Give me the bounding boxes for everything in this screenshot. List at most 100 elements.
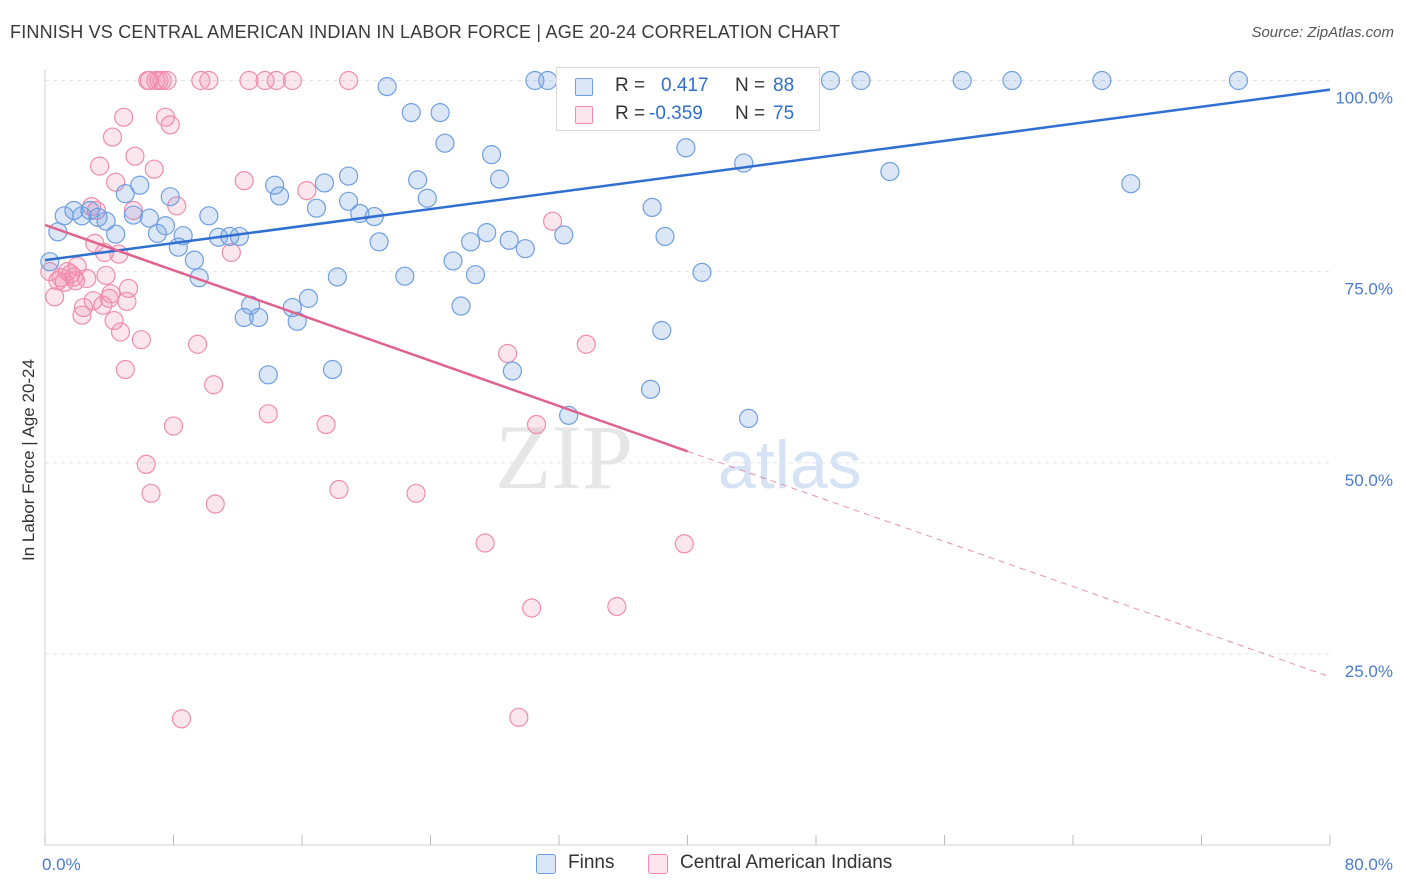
finns-point [314, 173, 335, 193]
finns-point [820, 70, 841, 91]
cai-point [73, 297, 94, 318]
finns-point [298, 288, 319, 308]
finns-n-value: 88 [773, 75, 795, 96]
legend-row-cai: R = -0.359 N = 75 [557, 102, 819, 130]
finns-point [465, 265, 486, 285]
finns-point [147, 223, 168, 243]
cai-point [576, 334, 596, 354]
finns-point [258, 365, 278, 385]
cai-point [72, 305, 92, 325]
finns-point [106, 224, 126, 244]
cai-point [674, 534, 694, 554]
finns-r-value: 0.417 [661, 75, 709, 96]
cai-r-value: -0.359 [649, 103, 703, 124]
finns-point [640, 379, 661, 399]
cai-point [115, 359, 135, 380]
finns-point [401, 103, 421, 123]
x-tick-label: 0.0% [42, 855, 81, 874]
finns-point [369, 232, 389, 252]
finns-point [338, 191, 359, 211]
axes [44, 70, 1331, 846]
cai-legend-label: Central American Indians [680, 852, 893, 873]
finns-point [738, 408, 759, 429]
y-tick-label: 75.0% [1345, 280, 1393, 299]
finns-point [184, 250, 204, 270]
finns-point [1121, 174, 1141, 194]
trend-lines [44, 88, 1331, 678]
finns-point [652, 320, 672, 341]
finns-point [499, 230, 519, 250]
cai-point [522, 598, 542, 618]
cai-point [205, 494, 225, 514]
finns-point [377, 77, 397, 97]
finns-point [515, 239, 535, 259]
chart-title: FINNISH VS CENTRAL AMERICAN INDIAN IN LA… [10, 22, 841, 42]
cai-trend-line [44, 223, 688, 453]
cai-point [90, 156, 110, 176]
cai-point [101, 284, 121, 304]
finns-point [481, 145, 502, 165]
finns-point [430, 103, 450, 123]
cai-point [498, 343, 518, 364]
watermark-atlas: atlas [718, 427, 862, 503]
cai-point [136, 454, 156, 474]
finns-point [655, 226, 675, 247]
cai-point [258, 404, 278, 424]
cai-point [282, 70, 302, 91]
finns-point [249, 307, 269, 328]
finns-point [435, 133, 455, 153]
finns-point [327, 267, 347, 287]
cai-point [171, 709, 192, 729]
y-tick-label: 100.0% [1335, 89, 1393, 108]
finns-point [554, 225, 574, 245]
cai-point [77, 268, 97, 289]
x-tick-label: 80.0% [1345, 855, 1393, 874]
cai-point [239, 70, 259, 91]
cai-point [266, 70, 286, 91]
finns-point [130, 175, 150, 195]
cai-point [157, 70, 177, 91]
finns-legend-label: Finns [568, 852, 615, 873]
y-tick-label: 25.0% [1345, 662, 1393, 681]
finns-swatch [575, 78, 593, 96]
cai-point [114, 107, 134, 127]
finns-point [880, 161, 900, 182]
cai-point [234, 171, 254, 191]
finns-point [338, 166, 359, 186]
finns-point [443, 251, 463, 271]
cai-point [187, 334, 208, 354]
cai-point [45, 287, 65, 307]
finns-point [1228, 70, 1249, 91]
finns-point [269, 186, 290, 206]
finns-point [408, 170, 428, 190]
cai-r-label: R = [615, 103, 646, 124]
finns-trend-line [44, 88, 1331, 262]
cai-point [102, 127, 123, 147]
cai-point [141, 483, 161, 503]
source-credit: Source: ZipAtlas.com [1251, 24, 1394, 41]
correlation-legend: R = 0.417 N = 88 R = -0.359 N = 75 [556, 67, 820, 131]
cai-point [199, 70, 219, 91]
finns-legend-swatch [536, 854, 556, 874]
cai-legend-swatch [648, 854, 668, 874]
legend-row-finns: R = 0.417 N = 88 [557, 74, 819, 102]
finns-point [265, 175, 285, 195]
finns-point [676, 138, 696, 158]
finns-point [306, 198, 327, 218]
finns-point [851, 70, 871, 91]
cai-point [607, 596, 627, 617]
finns-point [477, 223, 497, 243]
cai-point [96, 265, 116, 286]
finns-point [502, 361, 523, 381]
finns-point [461, 232, 481, 252]
cai-point [104, 310, 124, 331]
cai-trend-extension [687, 450, 1331, 678]
finns-point [692, 262, 712, 282]
cai-n-value: 75 [773, 103, 795, 124]
y-tick-label: 50.0% [1345, 471, 1393, 490]
cai-point [526, 414, 547, 435]
finns-point [451, 296, 471, 316]
cai-point [86, 200, 107, 221]
finns-point [1002, 70, 1022, 91]
